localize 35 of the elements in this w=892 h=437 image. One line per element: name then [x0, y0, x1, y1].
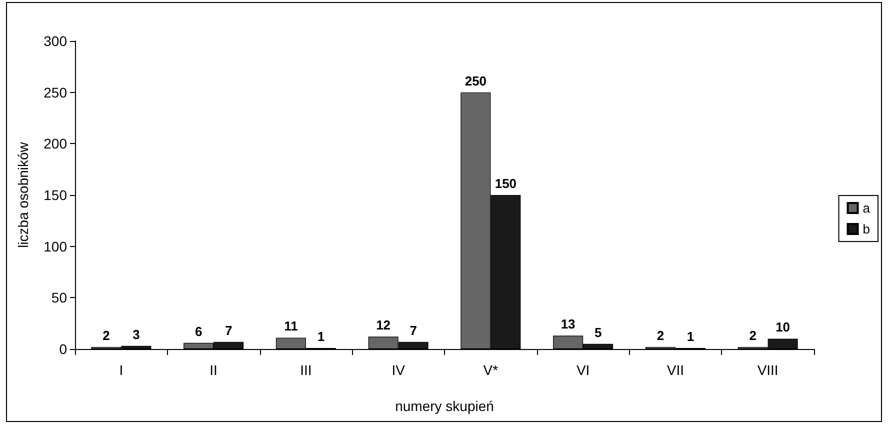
data-label: 13	[560, 316, 576, 332]
x-tick-label: VII	[666, 362, 684, 378]
x-tick-label: I	[119, 362, 124, 378]
data-label: 12	[376, 318, 391, 333]
legend-label: a	[862, 200, 871, 216]
y-tick-label: 250	[44, 84, 68, 100]
x-axis-title: numery skupień	[395, 398, 494, 414]
data-label: 11	[284, 318, 298, 334]
data-label: 250	[464, 73, 487, 88]
x-tick-label: IV	[392, 362, 406, 378]
data-label: 1	[686, 328, 694, 344]
x-tick-label: II	[210, 362, 218, 378]
data-label: 1	[317, 328, 325, 344]
data-label: 5	[594, 324, 602, 340]
x-tick-label: VI	[576, 362, 590, 378]
data-label: 2	[102, 328, 110, 343]
x-tick-label: III	[300, 362, 312, 378]
data-label: 10	[776, 320, 790, 335]
data-label: 7	[224, 322, 232, 338]
y-tick-label: 200	[44, 136, 68, 152]
legend-label: b	[862, 222, 870, 236]
y-axis-title: liczba osobników	[15, 141, 31, 248]
y-tick-label: 0	[59, 341, 68, 357]
data-label: 2	[656, 328, 664, 343]
data-label: 150	[494, 176, 517, 191]
data-label: 2	[749, 328, 756, 343]
x-tick-label: VIII	[757, 362, 778, 378]
y-tick-label: 300	[44, 33, 68, 49]
y-tick-label: 50	[51, 290, 68, 306]
data-label: 6	[194, 324, 202, 339]
x-tick-label: V*	[483, 362, 499, 378]
y-tick-label: 150	[44, 187, 68, 203]
y-tick-label: 100	[44, 238, 68, 254]
data-label: 3	[132, 326, 140, 342]
data-label: 7	[410, 322, 417, 338]
